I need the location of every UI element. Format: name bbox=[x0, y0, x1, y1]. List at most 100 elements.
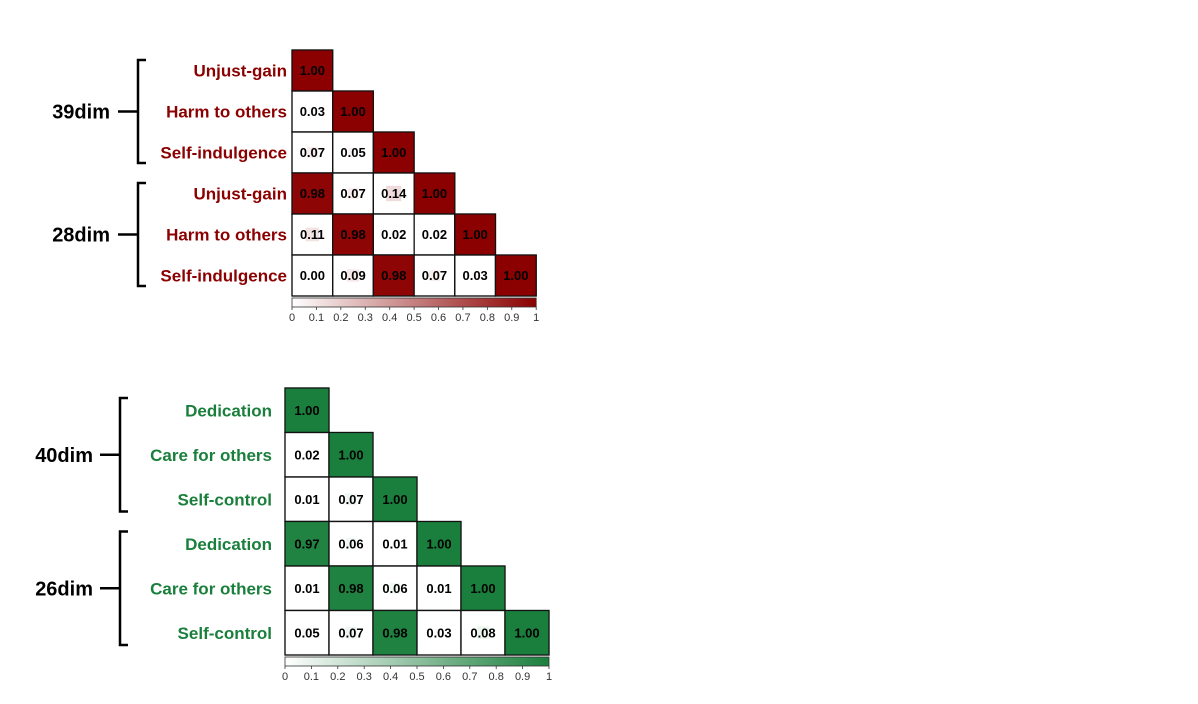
colorbar-tick-label: 1 bbox=[546, 671, 552, 683]
heatmap-cell-value: 0.07 bbox=[340, 186, 365, 201]
row-label: Self-indulgence bbox=[160, 267, 287, 286]
heatmap-cell-fill bbox=[285, 388, 329, 433]
colorbar-tick-label: 0.7 bbox=[455, 312, 470, 324]
heatmap-cell-value: 0.01 bbox=[294, 581, 319, 596]
heatmap-cell-fill bbox=[332, 91, 374, 132]
colorbar-tick-label: 0.8 bbox=[489, 671, 504, 683]
heatmap-cell-value: 0.00 bbox=[300, 268, 325, 283]
heatmap-cell-fill bbox=[345, 493, 357, 506]
colorbar-tick-label: 0.3 bbox=[357, 671, 372, 683]
group-bracket bbox=[100, 396, 128, 513]
colorbar-tick-label: 0.7 bbox=[462, 671, 477, 683]
heatmap-cell-value: 0.02 bbox=[294, 447, 319, 462]
colorbar bbox=[284, 656, 550, 667]
heatmap-cell-fill bbox=[373, 255, 414, 296]
heatmap-cell-value: 1.00 bbox=[422, 186, 447, 201]
heatmap-cell-fill bbox=[332, 214, 374, 255]
heatmap-cell-fill bbox=[392, 541, 398, 546]
heatmap-cell-value: 0.06 bbox=[382, 581, 407, 596]
heatmap-cell-value: 0.03 bbox=[426, 625, 451, 640]
heatmap-cell-value: 1.00 bbox=[338, 447, 363, 462]
heatmap-cell-fill bbox=[414, 173, 455, 214]
row-label: Care for others bbox=[150, 446, 272, 465]
group-bracket bbox=[118, 181, 146, 288]
heatmap-cell-fill bbox=[345, 626, 357, 639]
heatmap-cell-value: 0.02 bbox=[381, 227, 406, 242]
colorbar-tick-label: 0.2 bbox=[330, 671, 345, 683]
heatmap-cell-fill bbox=[431, 231, 438, 238]
heatmap-cell-fill bbox=[306, 147, 318, 158]
heatmap-cell-value: 0.98 bbox=[338, 581, 363, 596]
heatmap-cell-value: 1.00 bbox=[300, 63, 325, 78]
heatmap-cell-value: 0.08 bbox=[470, 625, 495, 640]
colorbar-tick-label: 0 bbox=[289, 312, 295, 324]
heatmap-cell-fill bbox=[471, 271, 479, 280]
heatmap-cell-border bbox=[504, 609, 550, 656]
heatmap-cell-fill bbox=[302, 627, 312, 638]
row-label: Care for others bbox=[150, 579, 272, 598]
heatmap-cell-value: 0.01 bbox=[426, 581, 451, 596]
heatmap-cell-fill bbox=[373, 610, 417, 655]
group-label: 40dim bbox=[35, 445, 93, 467]
heatmap-cell-fill bbox=[454, 214, 496, 255]
heatmap-cell-value: 1.00 bbox=[470, 581, 495, 596]
row-label: Self-control bbox=[178, 624, 272, 643]
heatmap-cell-fill bbox=[285, 521, 329, 566]
colorbar bbox=[291, 297, 537, 308]
group-label: 39dim bbox=[52, 102, 110, 124]
heatmap-cell-fill bbox=[373, 132, 415, 173]
heatmap-cell-value: 0.01 bbox=[382, 536, 407, 551]
heatmap-cell-fill bbox=[303, 451, 311, 458]
heatmap-cell-fill bbox=[305, 227, 320, 242]
heatmap-cell-value: 0.01 bbox=[294, 492, 319, 507]
heatmap-cell-value: 1.00 bbox=[340, 104, 365, 119]
heatmap-cell-value: 0.07 bbox=[300, 145, 325, 160]
heatmap-cell-value: 0.98 bbox=[300, 186, 325, 201]
heatmap-cell-value: 1.00 bbox=[514, 625, 539, 640]
heatmap-cell-value: 1.00 bbox=[462, 227, 487, 242]
row-label: Self-control bbox=[178, 490, 272, 509]
colorbar-tick-label: 0.5 bbox=[406, 312, 421, 324]
colorbar-tick-label: 0.6 bbox=[431, 312, 446, 324]
heatmap-cell-fill bbox=[373, 477, 417, 522]
heatmap-cell-fill bbox=[429, 270, 440, 281]
colorbar-tick-label: 0.8 bbox=[480, 312, 495, 324]
heatmap-cell-fill bbox=[461, 566, 505, 611]
heatmap-cell-value: 0.03 bbox=[300, 104, 325, 119]
heatmap-cell-value: 1.00 bbox=[381, 145, 406, 160]
heatmap-panel-green: 1.00 0.02 1.00 0.01 0.07 1.00 0.97 0.06 0.01 1.00… bbox=[35, 387, 552, 683]
row-label: Unjust-gain bbox=[194, 185, 288, 204]
row-label: Self-indulgence bbox=[160, 144, 287, 163]
colorbar-tick-label: 0.5 bbox=[409, 671, 424, 683]
heatmap-cell-fill bbox=[292, 50, 333, 91]
heatmap-cell-fill bbox=[292, 173, 333, 214]
heatmap-cell-fill bbox=[389, 582, 401, 594]
heatmap-cell-fill bbox=[304, 497, 310, 502]
colorbar-tick-label: 1 bbox=[533, 312, 539, 324]
colorbar-tick-label: 0.6 bbox=[436, 671, 451, 683]
colorbar-tick-label: 0.9 bbox=[515, 671, 530, 683]
heatmap-cell-value: 1.00 bbox=[294, 403, 319, 418]
colorbar-tick-label: 0.2 bbox=[333, 312, 348, 324]
heatmap-cell-value: 0.98 bbox=[340, 227, 365, 242]
row-label: Unjust-gain bbox=[194, 62, 288, 81]
heatmap-cell-value: 0.07 bbox=[422, 268, 447, 283]
heatmap-cell-fill bbox=[329, 566, 373, 611]
heatmap-cell-value: 0.09 bbox=[340, 268, 365, 283]
heatmap-cell-fill bbox=[348, 147, 358, 158]
heatmap-cell-value: 0.05 bbox=[340, 145, 365, 160]
heatmap-cell-value: 0.98 bbox=[381, 268, 406, 283]
row-label: Dedication bbox=[185, 401, 272, 420]
colorbar-tick-label: 0.1 bbox=[309, 312, 324, 324]
heatmap-cell-fill bbox=[476, 626, 490, 640]
colorbar-tick-label: 0 bbox=[282, 671, 288, 683]
heatmap-cell-value: 0.06 bbox=[338, 536, 363, 551]
colorbar-tick-label: 0.9 bbox=[504, 312, 519, 324]
colorbar-tick-label: 0.3 bbox=[358, 312, 373, 324]
heatmap-cell bbox=[291, 254, 334, 297]
heatmap-cell-fill bbox=[347, 188, 359, 199]
heatmap-cell-fill bbox=[390, 231, 397, 238]
heatmap-cell-fill bbox=[386, 185, 402, 202]
colorbar-tick-label: 0.4 bbox=[382, 312, 397, 324]
